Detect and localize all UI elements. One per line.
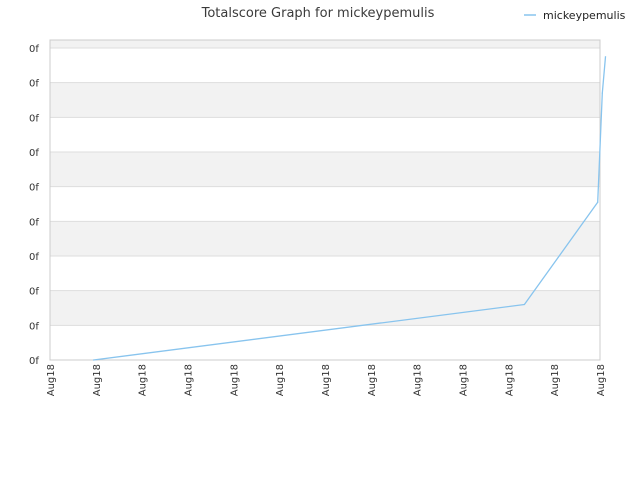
plot-bands <box>50 40 600 360</box>
x-tick-label: Aug18 <box>504 364 515 396</box>
chart-title: Totalscore Graph for mickeypemulis <box>201 6 435 21</box>
plot-border <box>49 39 601 361</box>
x-tick-label: Aug18 <box>275 364 286 396</box>
y-tick-label: 0f <box>29 217 39 228</box>
y-tick-label: 0f <box>29 287 39 298</box>
y-tick-label: 0f <box>29 183 39 194</box>
plot-top-band <box>50 40 600 48</box>
data-point <box>604 56 607 58</box>
x-tick-label: Aug18 <box>550 364 561 396</box>
legend: mickeypemulis <box>524 9 626 22</box>
x-tick-label: Aug18 <box>184 364 195 396</box>
data-point <box>601 92 603 94</box>
x-tick-label: Aug18 <box>92 364 103 396</box>
data-point <box>523 303 525 306</box>
series-layer <box>92 56 607 361</box>
x-tick-label: Aug18 <box>321 364 332 396</box>
y-tick-label: 0f <box>29 148 39 159</box>
plot-band <box>50 48 600 83</box>
plot-band <box>50 186 600 222</box>
data-point <box>597 201 599 203</box>
y-tick-label: 0f <box>29 79 39 90</box>
x-tick-label: Aug18 <box>138 364 149 396</box>
y-axis-ticks: 0f 0f 0f 0f 0f 0f 0f 0f 0f 0f <box>29 44 39 367</box>
x-tick-label: Aug18 <box>367 364 378 396</box>
y-tick-label: 0f <box>29 44 39 55</box>
data-point <box>92 359 95 361</box>
x-tick-label: Aug18 <box>229 364 240 396</box>
y-tick-label: 0f <box>29 252 39 263</box>
x-axis-ticks: Aug18 Aug18 Aug18 Aug18 Aug18 Aug18 Aug18 Aug18… <box>46 364 607 396</box>
legend-label: mickeypemulis <box>543 9 626 22</box>
x-tick-label: Aug18 <box>459 364 470 396</box>
y-tick-label: 0f <box>29 356 39 367</box>
plot-band <box>50 221 600 256</box>
plot-band <box>50 152 600 187</box>
y-tick-label: 0f <box>29 113 39 124</box>
plot-grid <box>49 39 601 361</box>
x-tick-label: Aug18 <box>413 364 424 396</box>
plot-band <box>50 82 600 118</box>
plot-band <box>50 117 600 152</box>
plot-band <box>50 290 600 326</box>
y-tick-label: 0f <box>29 321 39 332</box>
plot-band <box>50 256 600 291</box>
x-tick-label: Aug18 <box>596 364 607 396</box>
x-tick-label: Aug18 <box>46 364 57 396</box>
